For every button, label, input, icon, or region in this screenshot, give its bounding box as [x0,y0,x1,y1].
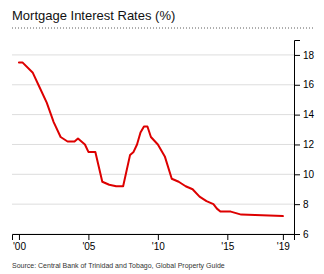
x-tick: '19 [277,234,290,252]
chart: Mortgage Interest Rates (%) Source: Centr… [0,0,324,274]
y-tick-label: 18 [303,50,315,61]
x-tick-mark [19,234,20,240]
y-tick-label: 8 [303,199,309,210]
y-tick-mark [294,204,300,205]
x-tick: '05 [82,234,95,252]
x-tick-label: '15 [221,241,234,252]
y-tick-mark [294,55,300,56]
title: Mortgage Interest Rates (%) [12,8,175,23]
x-tick: '10 [152,234,165,252]
y-tick-mark [294,144,300,145]
grid-line [12,144,294,145]
x-tick-mark [88,234,89,240]
y-tick-mark [294,85,300,86]
x-tick-mark [158,234,159,240]
y-tick: 10 [294,169,315,180]
x-tick: '15 [221,234,234,252]
y-tick-mark [294,174,300,175]
grid-line [12,174,294,175]
y-tick-label: 14 [303,109,315,120]
x-axis-line [13,235,295,241]
x-tick: '00 [13,234,26,252]
plot: '00 '05 '10 '15 '19 6 8 10 12 14 16 18 [12,41,315,253]
y-tick: 8 [294,199,309,210]
y-tick: 6 [294,229,309,240]
x-tick-label: '05 [82,241,95,252]
grid-line [12,204,294,205]
y-axis-line [295,41,301,235]
grid-line [12,84,294,85]
x-tick-label: '00 [13,241,26,252]
y-tick-mark [294,234,300,235]
x-tick-label: '10 [152,241,165,252]
x-tick-label: '19 [277,241,290,252]
y-tick-label: 16 [303,79,315,90]
grid-line [12,54,294,55]
grid [12,55,294,234]
y-tick-label: 6 [303,229,309,240]
marks [19,62,283,216]
grid-line [12,114,294,115]
x-axis: '00 '05 '10 '15 '19 [13,234,295,252]
y-tick-label: 10 [303,169,315,180]
y-tick: 16 [294,79,315,90]
title-separator [12,28,314,29]
source: Source: Central Bank of Trinidad and Tob… [12,262,225,270]
y-tick: 14 [294,109,315,120]
x-tick-mark [283,234,284,240]
line [19,62,283,216]
y-axis: 6 8 10 12 14 16 18 [294,41,315,240]
y-tick: 12 [294,139,315,150]
x-tick-mark [227,234,228,240]
y-tick: 18 [294,50,315,61]
y-tick-mark [294,115,300,116]
y-tick-label: 12 [303,139,315,150]
